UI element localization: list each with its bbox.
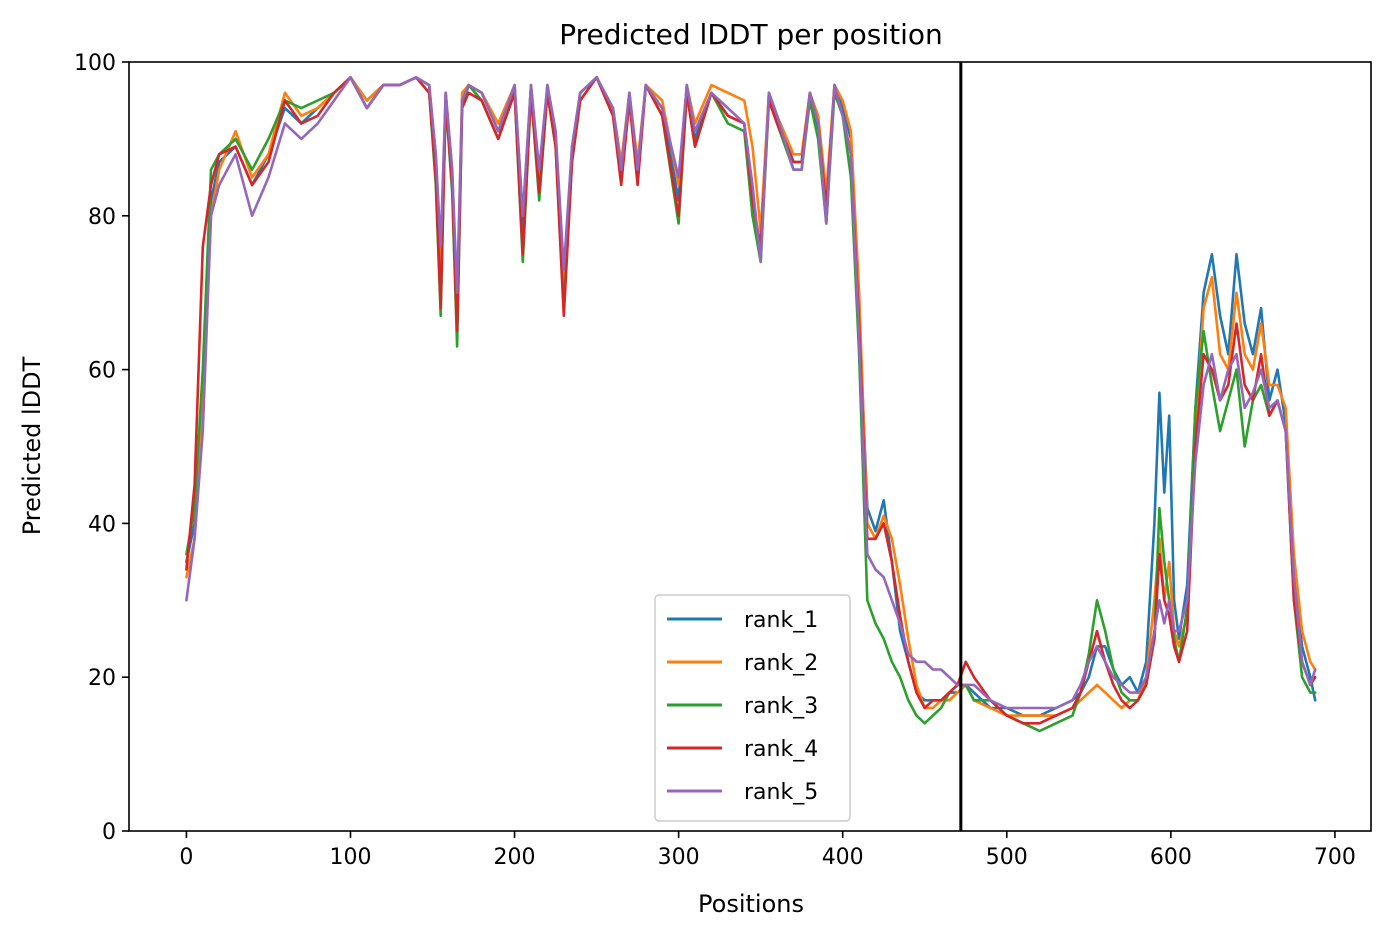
x-axis-label: Positions: [698, 890, 804, 918]
y-tick-label: 20: [88, 666, 116, 691]
chart-title: Predicted lDDT per position: [559, 18, 943, 51]
legend-label-rank-3: rank_3: [744, 694, 818, 719]
legend-label-rank-5: rank_5: [744, 780, 818, 805]
y-tick-label: 40: [88, 512, 116, 537]
legend-label-rank-2: rank_2: [744, 651, 818, 676]
y-tick-label: 100: [74, 51, 116, 76]
y-tick-label: 0: [102, 820, 116, 845]
series-lines: [185, 76, 1317, 733]
x-tick-label: 100: [329, 845, 371, 870]
axes-frame: [128, 61, 1372, 832]
plot-area: [128, 61, 1372, 832]
legend-label-rank-4: rank_4: [744, 737, 818, 762]
x-tick-label: 600: [1150, 845, 1192, 870]
x-tick-label: 400: [822, 845, 864, 870]
y-tick-label: 60: [88, 359, 116, 384]
legend-box: [654, 594, 851, 822]
x-tick-label: 700: [1314, 845, 1356, 870]
legend-label-rank-1: rank_1: [744, 608, 818, 633]
series-line-rank-5: [185, 76, 1317, 710]
x-tick-label: 200: [494, 845, 536, 870]
axis-ticks: 0 100 200 300 400 500 600 700 0 20 40 60 80 100: [74, 51, 1356, 870]
x-tick-label: 0: [179, 845, 193, 870]
x-tick-label: 300: [658, 845, 700, 870]
x-tick-label: 500: [986, 845, 1028, 870]
legend: rank_1 rank_2 rank_3 rank_4 rank_5: [654, 594, 851, 822]
y-tick-label: 80: [88, 205, 116, 230]
y-axis-label: Predicted lDDT: [18, 356, 46, 535]
